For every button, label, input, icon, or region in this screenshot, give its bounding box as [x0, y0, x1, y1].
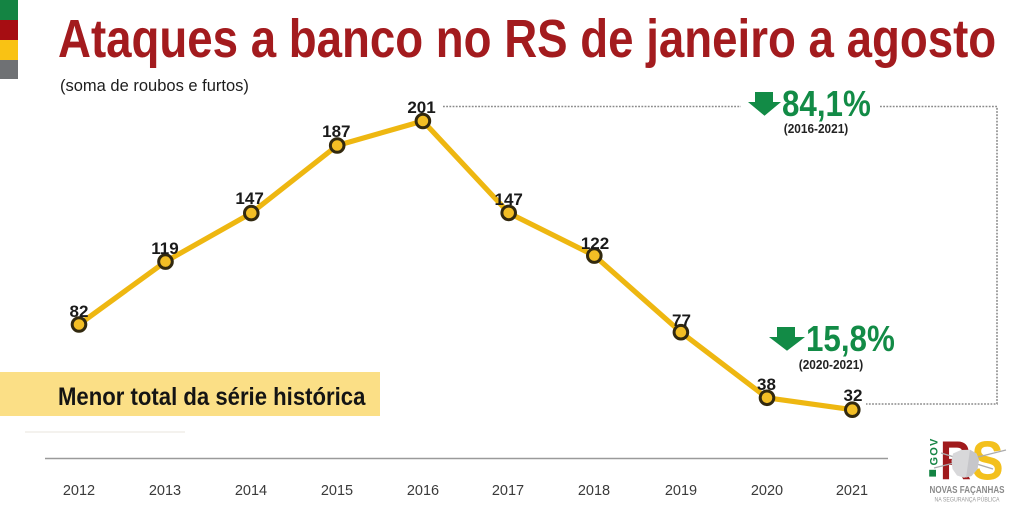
svg-text:NOVAS FAÇANHAS: NOVAS FAÇANHAS	[930, 484, 1005, 496]
svg-text:NA SEGURANÇA PÚBLICA: NA SEGURANÇA PÚBLICA	[935, 497, 1001, 504]
svg-text:GOV: GOV	[928, 437, 940, 465]
